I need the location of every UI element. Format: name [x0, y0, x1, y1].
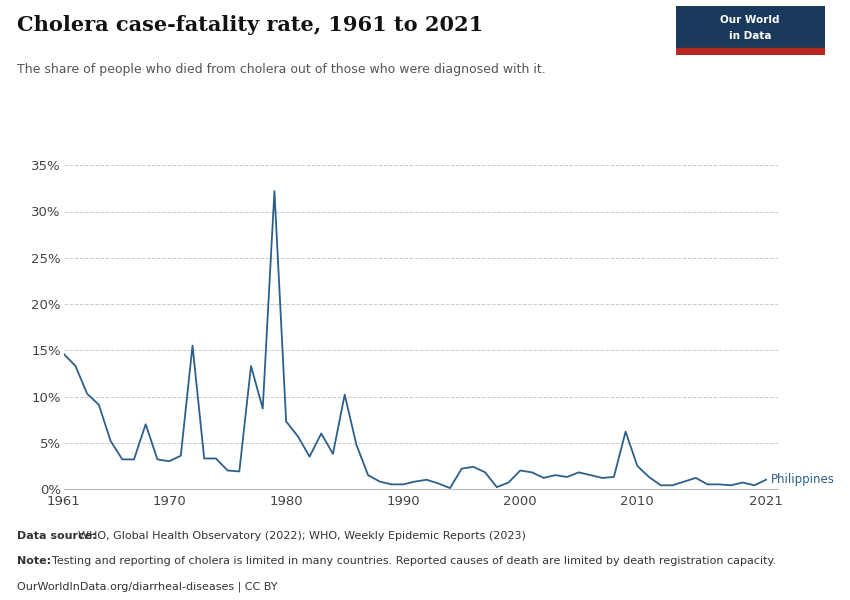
Text: Cholera case-fatality rate, 1961 to 2021: Cholera case-fatality rate, 1961 to 2021	[17, 15, 484, 35]
Text: Note:: Note:	[17, 556, 55, 566]
Text: The share of people who died from cholera out of those who were diagnosed with i: The share of people who died from choler…	[17, 63, 546, 76]
Text: OurWorldInData.org/diarrheal-diseases | CC BY: OurWorldInData.org/diarrheal-diseases | …	[17, 582, 277, 593]
Bar	[676, 48, 824, 55]
Text: Our World: Our World	[720, 15, 779, 25]
Text: Testing and reporting of cholera is limited in many countries. Reported causes o: Testing and reporting of cholera is limi…	[52, 556, 776, 566]
Text: WHO, Global Health Observatory (2022); WHO, Weekly Epidemic Reports (2023): WHO, Global Health Observatory (2022); W…	[78, 531, 526, 541]
Text: Data source:: Data source:	[17, 531, 100, 541]
Text: Philippines: Philippines	[771, 473, 835, 486]
Text: in Data: in Data	[728, 31, 772, 41]
